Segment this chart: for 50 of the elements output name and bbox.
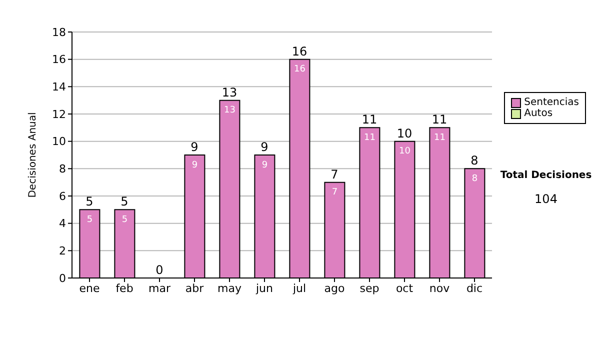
y-tick-label: 10 (52, 135, 66, 148)
x-tick-label: sep (360, 282, 380, 295)
y-tick-label: 14 (52, 80, 66, 94)
y-tick-label: 0 (59, 272, 66, 285)
total-label: 8 (470, 154, 478, 168)
x-tick-label: abr (185, 282, 204, 295)
total-label: 16 (292, 44, 308, 58)
data-label: 11 (364, 133, 376, 144)
data-label: 10 (398, 146, 411, 157)
x-tick-label: dic (466, 282, 483, 295)
total-label: 5 (120, 194, 128, 209)
y-tick-label: 16 (52, 53, 66, 66)
data-label: 13 (224, 106, 236, 116)
data-label: 16 (294, 64, 306, 75)
total-label: 9 (190, 140, 198, 154)
total-label: 9 (260, 140, 268, 154)
data-label: 9 (262, 160, 268, 170)
x-tick-label: feb (116, 282, 134, 295)
x-tick-label: ago (324, 282, 345, 295)
y-tick-label: 8 (59, 162, 66, 176)
x-tick-label: ene (79, 282, 100, 295)
data-label: 5 (122, 215, 128, 226)
x-tick-label: jun (255, 282, 274, 295)
x-tick-label: nov (429, 282, 450, 295)
y-tick-label: 4 (59, 217, 66, 230)
y-tick-label: 12 (52, 108, 66, 121)
legend-label: Autos (524, 108, 553, 119)
x-tick-label: jul (292, 282, 306, 295)
y-tick-label: 18 (52, 26, 66, 39)
x-tick-label: mar (148, 282, 171, 295)
x-tick-label: may (218, 282, 242, 295)
total-label: 10 (396, 126, 412, 140)
total-label: 13 (222, 85, 238, 100)
data-label: 11 (434, 133, 446, 144)
y-axis-title: Decisiones Anual (28, 112, 39, 198)
y-tick-label: 2 (59, 244, 66, 258)
data-label: 8 (472, 174, 478, 184)
total-label: 7 (330, 167, 338, 182)
total-label: 11 (432, 112, 448, 127)
x-tick-label: oct (396, 282, 414, 295)
data-label: 5 (86, 215, 93, 226)
total-label: 11 (362, 112, 378, 127)
data-label: 9 (192, 160, 198, 170)
y-tick-label: 6 (59, 190, 66, 203)
total-label: 5 (86, 194, 94, 209)
text: 104 (534, 192, 558, 206)
text: Total Decisiones (499, 170, 593, 181)
legend-label: Sentencias (524, 97, 579, 108)
data-label: 7 (332, 188, 338, 198)
total-label: 0 (156, 263, 164, 277)
